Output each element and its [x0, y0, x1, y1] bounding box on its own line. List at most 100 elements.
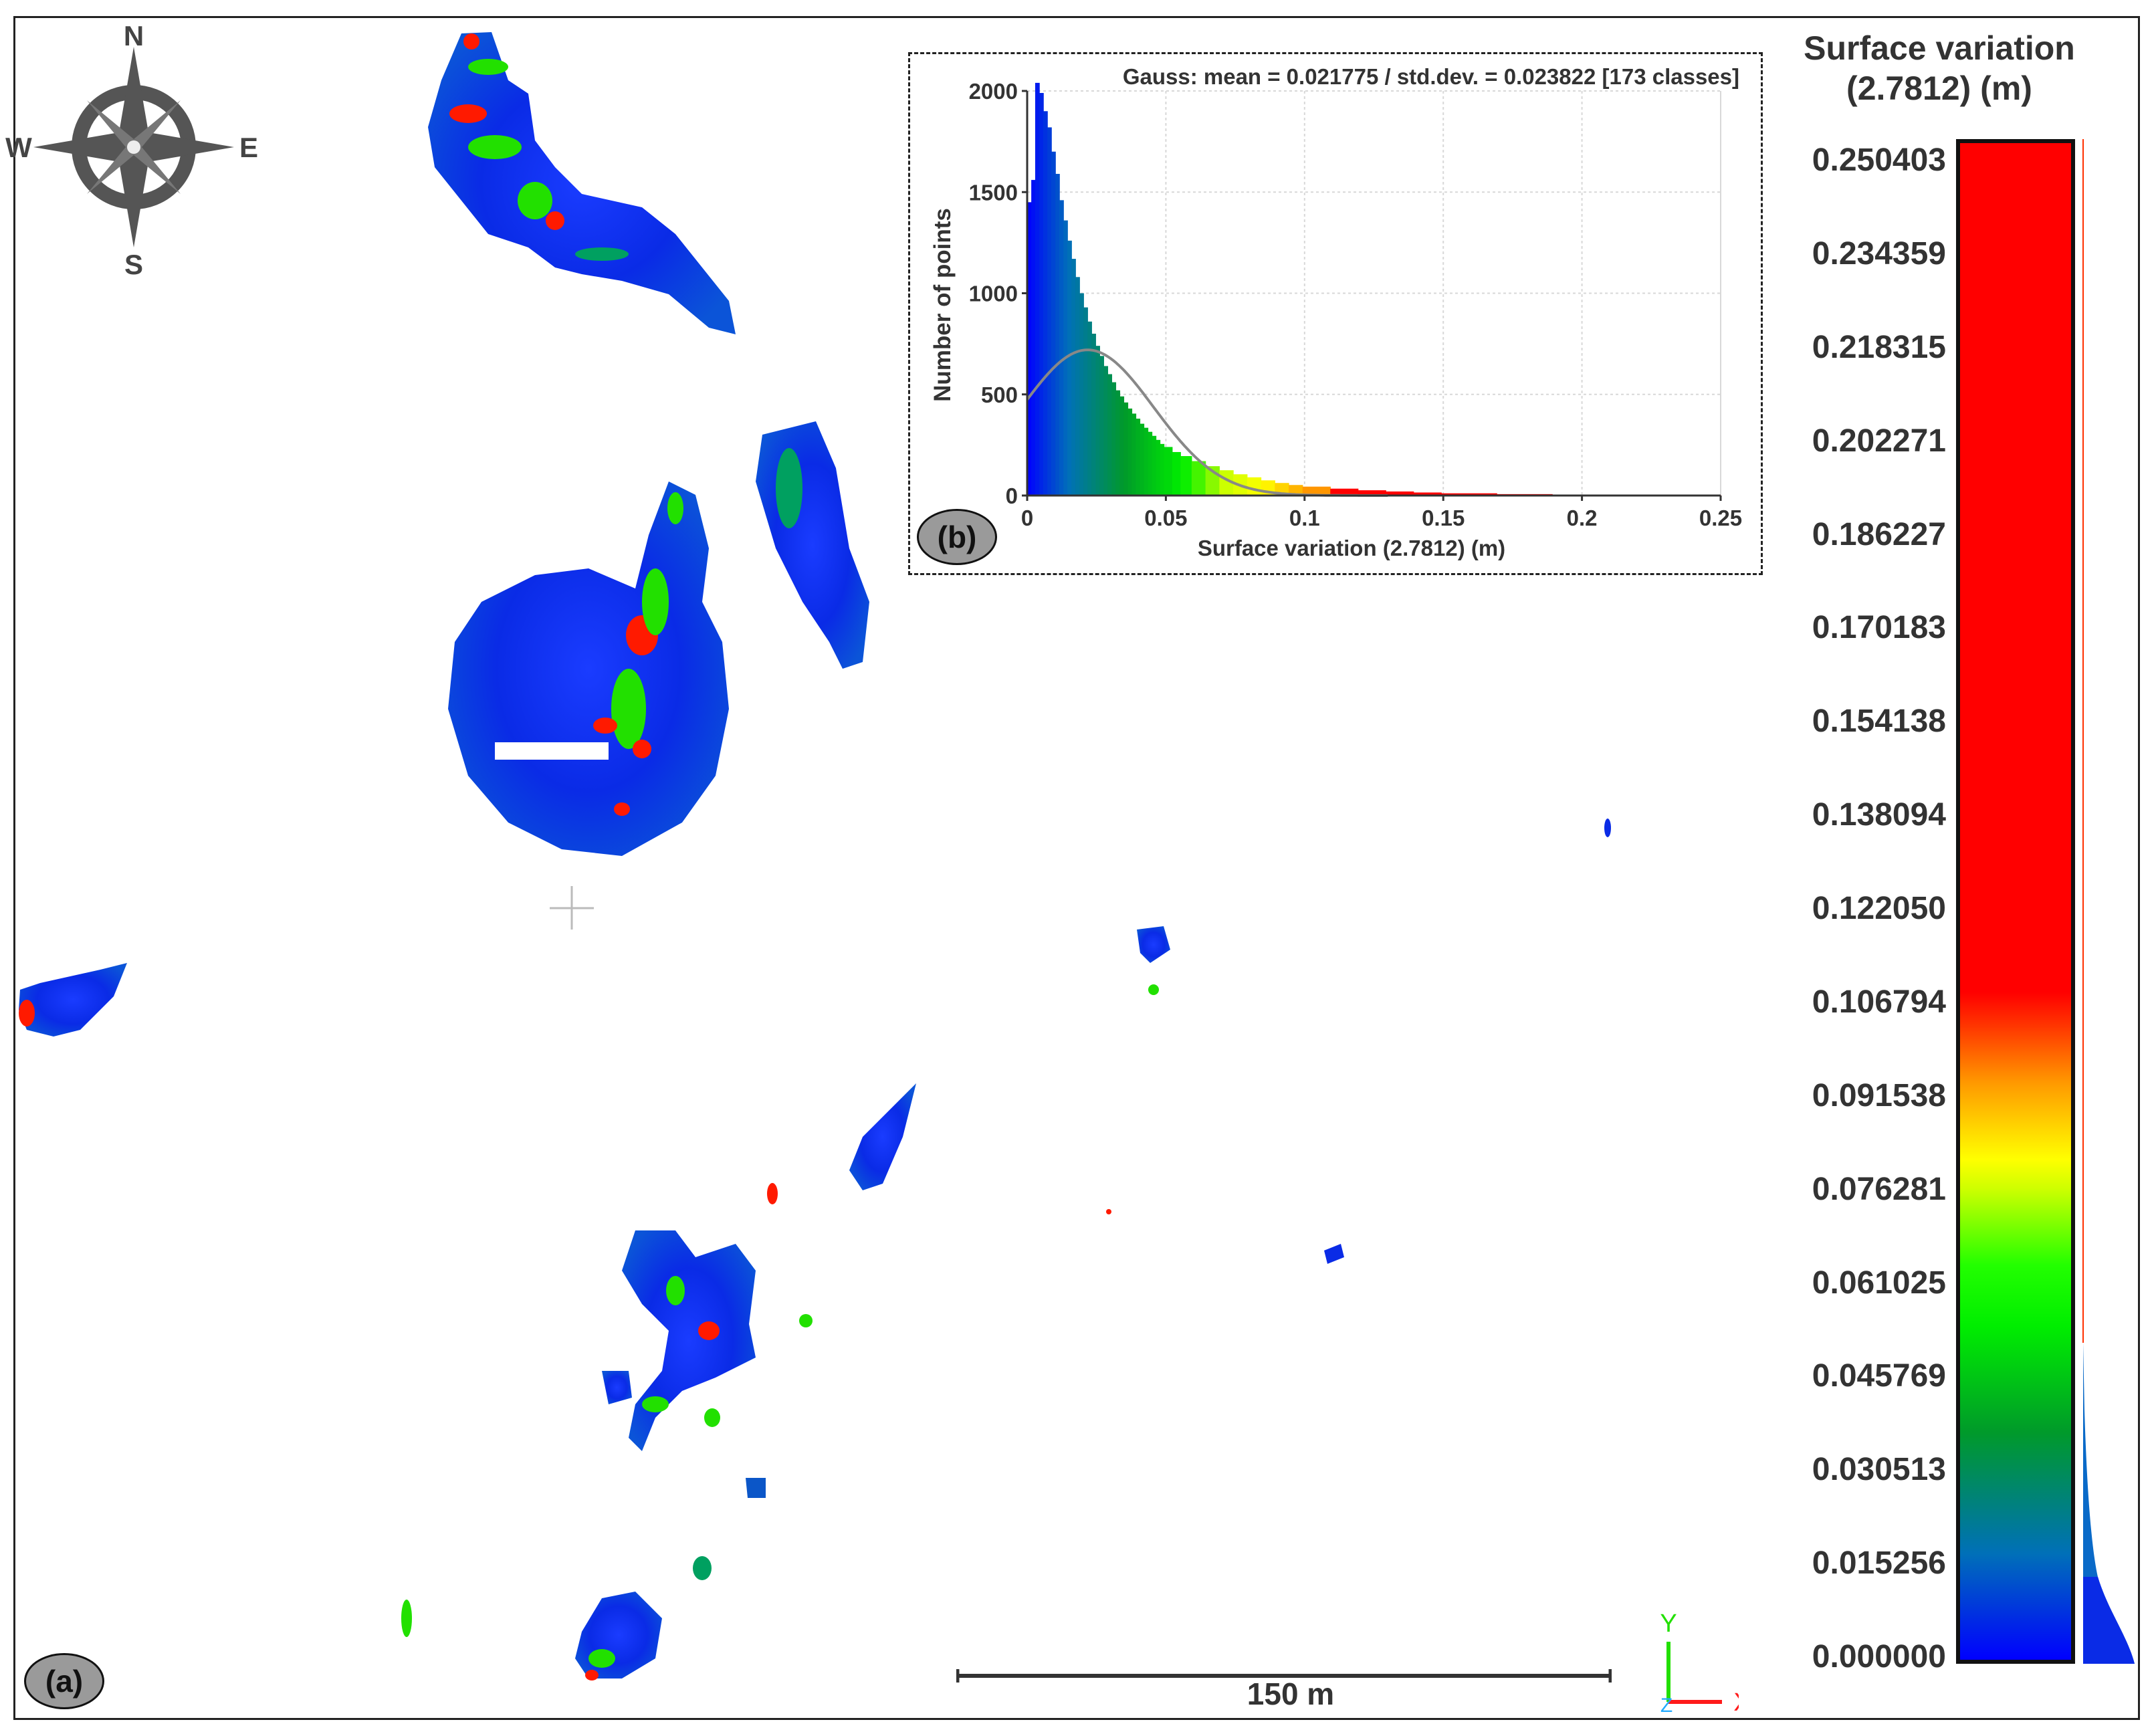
histogram-bar — [1172, 451, 1181, 496]
colorbar-tick-label: 0.122050 — [1812, 891, 1946, 926]
x-tick-label: 0 — [1021, 506, 1033, 530]
histogram-bar — [1107, 374, 1113, 496]
colorbar-title-line1: Surface variation — [1804, 29, 2075, 67]
x-tick-label: 0.05 — [1144, 506, 1187, 530]
colorbar-tick-label: 0.250403 — [1812, 142, 1946, 178]
colorbar-title: Surface variation (2.7812) (m) — [1752, 28, 2127, 108]
compass-west: W — [5, 132, 32, 163]
x-tick-label: 0.2 — [1567, 506, 1598, 530]
colorbar-tick-label: 0.154138 — [1812, 703, 1946, 740]
x-tick-label: 0.25 — [1699, 506, 1742, 530]
histogram-bar — [1131, 413, 1137, 496]
histogram-bar — [1115, 390, 1121, 496]
figure-frame — [13, 16, 2140, 1720]
histogram-bar — [1160, 443, 1165, 496]
panel-label-b: (b) — [917, 509, 997, 565]
cloud-region-east — [756, 421, 869, 669]
colorbar-tick-label: 0.091538 — [1812, 1077, 1946, 1113]
histogram-bar — [1087, 321, 1092, 496]
histogram-bar — [1059, 200, 1064, 496]
histogram-bar — [1180, 456, 1192, 496]
colorbar-tick-label: 0.186227 — [1812, 516, 1946, 552]
x-tick-label: 0.1 — [1289, 506, 1320, 530]
histogram-bar — [1055, 174, 1060, 496]
colorbar-tick-label: 0.234359 — [1812, 235, 1946, 272]
point-cloud-map: N S E W — [5, 20, 1739, 1717]
x-tick-label: 0.15 — [1422, 506, 1465, 530]
cloud-region-central — [448, 481, 729, 856]
histogram-ylabel: Number of points — [930, 208, 956, 402]
axis-triad-x: X — [1733, 1689, 1739, 1717]
histogram-bar — [1119, 396, 1125, 496]
cloud-region-north — [428, 32, 736, 334]
histogram-bar — [1099, 356, 1104, 496]
colorbar-tick-label: 0.015256 — [1812, 1545, 1946, 1582]
y-tick-label: 500 — [981, 383, 1018, 407]
histogram-bar — [1111, 382, 1117, 496]
y-tick-label: 1500 — [969, 180, 1018, 205]
histogram-bar — [1156, 439, 1161, 496]
histogram-bar — [1047, 127, 1052, 496]
histogram-chart: 0 0.05 0.1 0.15 0.2 0.25 0 500 1000 1500 2000 Gaus… — [930, 64, 1743, 560]
colorbar-tick-label: 0.076281 — [1812, 1171, 1946, 1207]
cloud-region-south — [401, 819, 1611, 1681]
colorbar-title-line2: (2.7812) (m) — [1846, 70, 2032, 107]
colorbar-tick-label: 0.061025 — [1812, 1265, 1946, 1301]
y-tick-label: 0 — [1006, 483, 1018, 508]
histogram-bar — [1247, 477, 1262, 496]
compass-east: E — [239, 132, 258, 163]
scale-bar — [956, 1669, 1612, 1683]
colorbar-tick-label: 0.045769 — [1812, 1358, 1946, 1394]
compass-south: S — [124, 249, 143, 280]
histogram-bar — [1191, 461, 1206, 496]
histogram-bar — [1091, 334, 1096, 496]
cloud-region-west — [19, 963, 127, 1037]
axis-triad-y: Y — [1660, 1610, 1677, 1638]
y-tick-label: 2000 — [969, 79, 1018, 104]
histogram-bar — [1152, 435, 1157, 496]
histogram-bar — [1386, 491, 1414, 496]
colorbar-histogram — [2082, 139, 2135, 1664]
histogram-bar — [1095, 346, 1100, 496]
histogram-bar — [1123, 402, 1129, 496]
histogram-bar — [1441, 493, 1497, 496]
histogram-bar — [1330, 488, 1359, 496]
histogram-bar — [1144, 427, 1149, 496]
histogram-bar — [1127, 408, 1133, 496]
panel-label-a: (a) — [24, 1653, 104, 1709]
histogram-axes: 0 0.05 0.1 0.15 0.2 0.25 0 500 1000 1500 2000 — [969, 79, 1743, 530]
compass-north: N — [124, 20, 144, 51]
colorbar-gradient — [1956, 139, 2075, 1664]
histogram-bar — [1067, 240, 1072, 496]
colorbar-tick-label: 0.218315 — [1812, 329, 1946, 365]
histogram-bar — [1071, 259, 1076, 496]
histogram-bar — [1075, 277, 1080, 496]
histogram-bar — [1302, 486, 1331, 496]
histogram-title: Gauss: mean = 0.021775 / std.dev. = 0.02… — [1123, 64, 1739, 89]
colorbar-tick-label: 0.000000 — [1812, 1639, 1946, 1674]
colorbar-tick-label: 0.202271 — [1812, 423, 1946, 459]
histogram-bar — [1164, 447, 1173, 496]
axis-triad: Y X Z — [1660, 1610, 1739, 1717]
histogram-bar — [1136, 419, 1141, 496]
compass-hub — [127, 140, 140, 154]
compass-rose: N S E W — [5, 20, 258, 280]
colorbar-tick-label: 0.106794 — [1812, 984, 1946, 1020]
histogram-inset: 0 0.05 0.1 0.15 0.2 0.25 0 500 1000 1500 2000 Gaus… — [908, 52, 1763, 575]
histogram-bar — [1079, 293, 1084, 496]
histogram-bar — [1027, 202, 1032, 496]
histogram-bar — [1051, 151, 1056, 496]
histogram-bar — [1140, 423, 1145, 496]
histogram-bar — [1358, 490, 1386, 496]
histogram-xlabel: Surface variation (2.7812) (m) — [1198, 536, 1505, 560]
scale-bar-label: 150 m — [1247, 1676, 1335, 1711]
histogram-bar — [1148, 431, 1153, 496]
axis-triad-z: Z — [1660, 1695, 1673, 1717]
histogram-bar — [1043, 111, 1048, 496]
viewport-crosshair — [550, 886, 594, 930]
histogram-bar — [1035, 82, 1040, 496]
histogram-bar — [1031, 180, 1036, 496]
histogram-bars — [1027, 82, 1721, 496]
histogram-bar — [1289, 485, 1303, 496]
histogram-bar — [1103, 366, 1108, 496]
